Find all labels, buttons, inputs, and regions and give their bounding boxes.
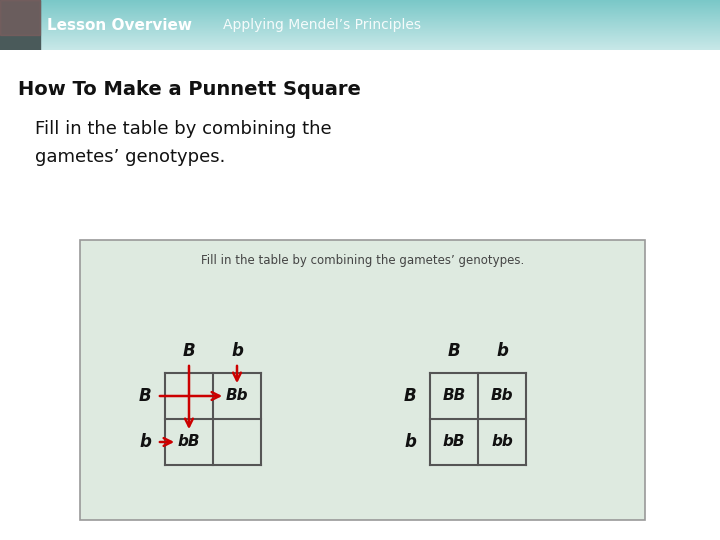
Text: Bb: Bb [226, 388, 248, 403]
Text: b: b [231, 342, 243, 360]
Text: Bb: Bb [491, 388, 513, 403]
Bar [80, 240, 645, 520]
Text: BB: BB [442, 388, 466, 403]
Text: Fill in the table by combining the gametes’ genotypes.: Fill in the table by combining the gamet… [201, 254, 524, 267]
Text: bb: bb [491, 435, 513, 449]
Bar [0, 0, 40, 50]
Text: b: b [496, 342, 508, 360]
Text: Lesson Overview: Lesson Overview [47, 17, 192, 32]
Text: bB: bB [443, 435, 465, 449]
Text: B: B [404, 387, 416, 405]
Text: b: b [404, 433, 416, 451]
Text: B: B [183, 342, 195, 360]
Text: B: B [448, 342, 460, 360]
Text: How To Make a Punnett Square: How To Make a Punnett Square [18, 80, 361, 99]
Text: Fill in the table by combining the: Fill in the table by combining the [35, 120, 332, 138]
Text: gametes’ genotypes.: gametes’ genotypes. [35, 148, 225, 166]
Bar [0, 0, 40, 35]
Text: b: b [139, 433, 151, 451]
Text: bB: bB [178, 435, 200, 449]
Text: Applying Mendel’s Principles: Applying Mendel’s Principles [223, 18, 421, 32]
Text: B: B [139, 387, 151, 405]
